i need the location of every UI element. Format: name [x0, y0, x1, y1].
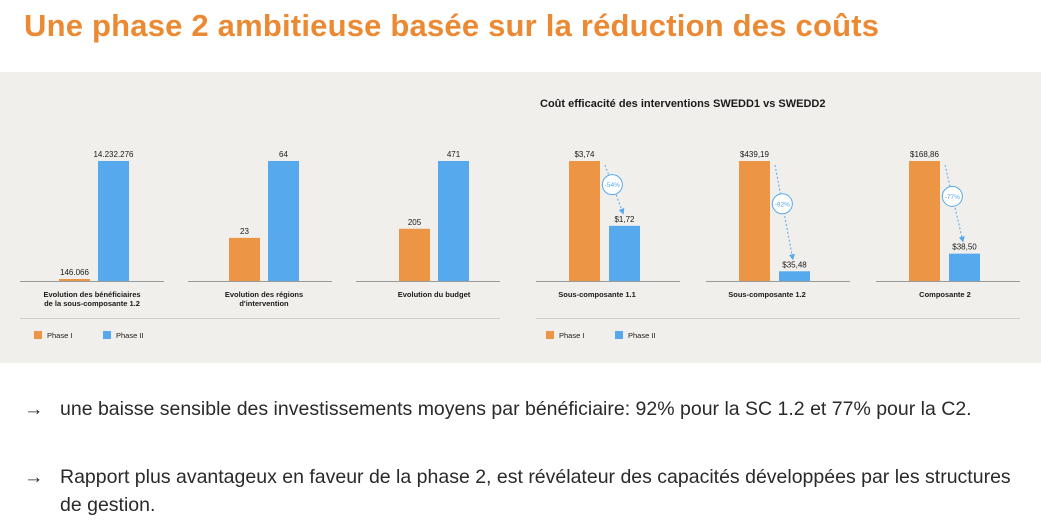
- bar-phase-1: [739, 161, 770, 281]
- page-title: Une phase 2 ambitieuse basée sur la rédu…: [24, 8, 880, 43]
- reduction-label: -92%: [775, 201, 790, 208]
- arrow-icon: →: [24, 466, 44, 488]
- bar-phase-1: [59, 279, 90, 281]
- reduction-badge: [771, 193, 793, 215]
- legend-label: Phase I: [47, 331, 72, 340]
- bar-phase-1: [399, 228, 430, 281]
- data-label: 146.066: [60, 268, 89, 277]
- bar-phase-2: [438, 161, 469, 281]
- reduction-badge: [941, 185, 963, 207]
- data-label: $439,19: [740, 150, 769, 159]
- bar-phase-2: [609, 225, 640, 281]
- bar-phase-2: [779, 271, 810, 281]
- bar-phase-2: [949, 253, 980, 281]
- reduction-label: -54%: [605, 182, 620, 189]
- category-label: Evolution des régions: [225, 290, 303, 299]
- bar-phase-2: [98, 161, 129, 281]
- data-label: 471: [447, 150, 461, 159]
- data-label: 64: [279, 150, 288, 159]
- reduction-arrow: [944, 164, 965, 243]
- chart-title: Coût efficacité des interventions SWEDD1…: [540, 98, 825, 110]
- reduction-badge: [601, 174, 623, 196]
- category-label: Evolution du budget: [398, 290, 471, 299]
- legend-swatch-phase-1: [34, 331, 42, 339]
- data-label: $3,74: [574, 150, 595, 159]
- data-label: 205: [408, 218, 422, 227]
- category-label: d'intervention: [239, 299, 289, 308]
- category-label: Evolution des bénéficiaires: [43, 290, 140, 299]
- data-label: $1,72: [614, 215, 635, 224]
- data-label: $35,48: [782, 260, 807, 269]
- bar-phase-2: [268, 161, 299, 281]
- bar-phase-1: [569, 161, 600, 281]
- legend-swatch-phase-1: [546, 331, 554, 339]
- arrow-icon: →: [24, 398, 44, 420]
- data-label: $38,50: [952, 243, 977, 252]
- data-label: $168,86: [910, 150, 939, 159]
- category-label: de la sous-composante 1.2: [44, 299, 140, 308]
- legend-label: Phase II: [116, 331, 144, 340]
- bullet-text: une baisse sensible des investissements …: [60, 398, 972, 420]
- bullet-text: Rapport plus avantageux en faveur de la …: [60, 466, 1011, 516]
- chart-panel: 146.066 14.232.276 Evolution des bénéficia…: [0, 72, 1041, 363]
- bar-phase-1: [909, 161, 940, 281]
- category-label: Sous-composante 1.1: [558, 290, 636, 299]
- data-label: 14.232.276: [93, 150, 134, 159]
- bar-phase-1: [229, 237, 260, 281]
- data-label: 23: [240, 227, 249, 236]
- legend-label: Phase I: [559, 331, 584, 340]
- legend-swatch-phase-2: [103, 331, 111, 339]
- category-label: Sous-composante 1.2: [728, 290, 806, 299]
- legend-swatch-phase-2: [615, 331, 623, 339]
- legend-label: Phase II: [628, 331, 656, 340]
- charts-svg: 146.066 14.232.276 Evolution des bénéficia…: [20, 98, 1020, 340]
- category-label: Composante 2: [919, 290, 971, 299]
- reduction-label: -77%: [945, 194, 960, 201]
